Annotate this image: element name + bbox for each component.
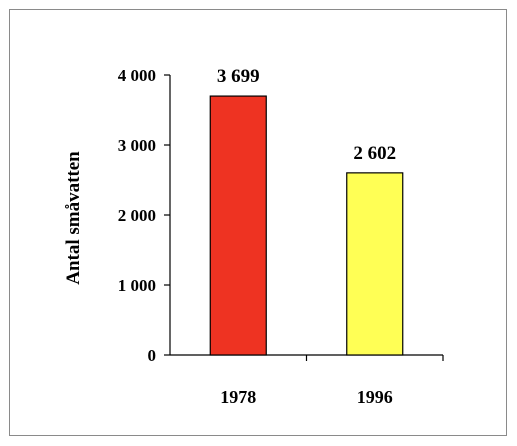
labels: 0 1 000 2 000 3 000 4 000 3 699 1978 2 602 1996 xyxy=(118,66,396,407)
data-label: 2 602 xyxy=(353,143,396,164)
y-tick-label: 4 000 xyxy=(118,66,156,85)
x-category-label: 1996 xyxy=(357,387,393,407)
bars xyxy=(209,95,404,356)
data-label: 3 699 xyxy=(217,66,260,87)
bar-1978 xyxy=(209,95,267,356)
x-category-label: 1978 xyxy=(220,387,256,407)
y-tick-label: 1 000 xyxy=(118,276,156,295)
y-tick-label: 3 000 xyxy=(118,136,156,155)
y-axis-title: Antal småvatten xyxy=(63,151,84,285)
y-tick-label: 2 000 xyxy=(118,206,156,225)
bar-1996 xyxy=(346,172,404,356)
y-tick-label: 0 xyxy=(148,346,157,365)
